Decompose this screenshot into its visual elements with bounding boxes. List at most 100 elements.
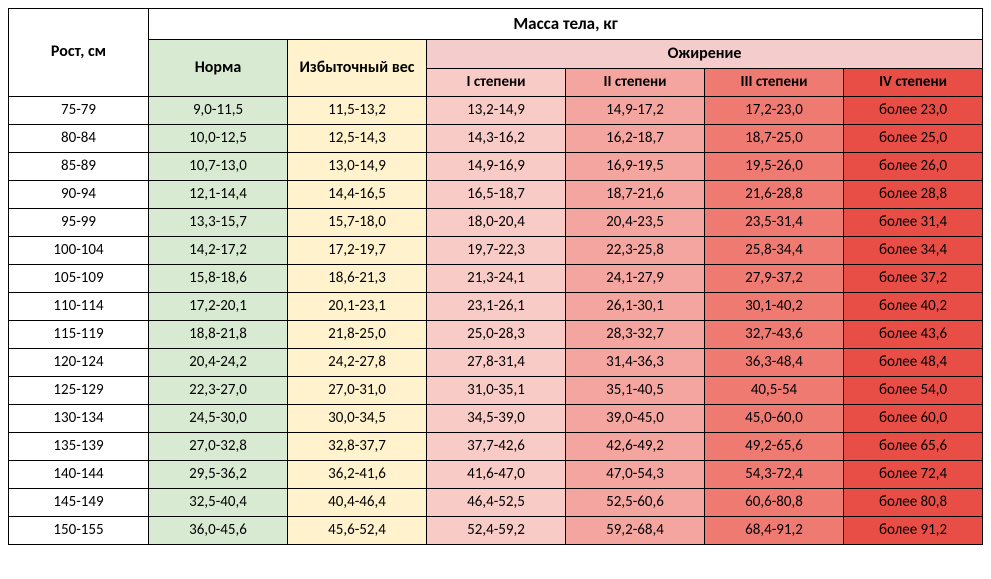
- cell-overweight-value: 11,5-13,2: [288, 97, 427, 125]
- cell-overweight-value: 36,2-41,6: [288, 461, 427, 489]
- cell-deg4-value: более 28,8: [844, 181, 983, 209]
- header-obesity: Ожирение: [427, 39, 983, 68]
- cell-height-value: 95-99: [9, 209, 149, 237]
- cell-norm-value: 29,5-36,2: [149, 461, 288, 489]
- cell-overweight-value: 30,0-34,5: [288, 405, 427, 433]
- cell-norm-value: 24,5-30,0: [149, 405, 288, 433]
- table-row: 75-799,0-11,511,5-13,213,2-14,914,9-17,2…: [9, 97, 983, 125]
- cell-overweight-value: 24,2-27,8: [288, 349, 427, 377]
- cell-norm-value: 18,8-21,8: [149, 321, 288, 349]
- cell-height-value: 110-114: [9, 293, 149, 321]
- cell-deg3-value: 54,3-72,4: [705, 461, 844, 489]
- cell-deg1-value: 25,0-28,3: [427, 321, 566, 349]
- bmi-table: Рост, см Масса тела, кг Норма Избыточный…: [8, 8, 983, 545]
- cell-norm-value: 27,0-32,8: [149, 433, 288, 461]
- cell-deg1-value: 16,5-18,7: [427, 181, 566, 209]
- table-row: 80-8410,0-12,512,5-14,314,3-16,216,2-18,…: [9, 125, 983, 153]
- cell-deg2-value: 28,3-32,7: [566, 321, 705, 349]
- cell-deg3-value: 45,0-60,0: [705, 405, 844, 433]
- cell-deg1-value: 23,1-26,1: [427, 293, 566, 321]
- cell-deg4-value: более 40,2: [844, 293, 983, 321]
- cell-overweight-value: 20,1-23,1: [288, 293, 427, 321]
- cell-deg4-value: более 34,4: [844, 237, 983, 265]
- cell-height-value: 140-144: [9, 461, 149, 489]
- table-header: Рост, см Масса тела, кг Норма Избыточный…: [9, 9, 983, 97]
- header-deg3: III степени: [705, 69, 844, 97]
- table-row: 125-12922,3-27,027,0-31,031,0-35,135,1-4…: [9, 377, 983, 405]
- cell-deg4-value: более 72,4: [844, 461, 983, 489]
- cell-deg4-value: более 60,0: [844, 405, 983, 433]
- cell-deg2-value: 16,2-18,7: [566, 125, 705, 153]
- cell-deg3-value: 49,2-65,6: [705, 433, 844, 461]
- cell-norm-value: 9,0-11,5: [149, 97, 288, 125]
- cell-deg3-value: 36,3-48,4: [705, 349, 844, 377]
- cell-deg2-value: 39,0-45,0: [566, 405, 705, 433]
- cell-norm-value: 14,2-17,2: [149, 237, 288, 265]
- cell-deg1-value: 19,7-22,3: [427, 237, 566, 265]
- cell-deg4-value: более 26,0: [844, 153, 983, 181]
- table-body: 75-799,0-11,511,5-13,213,2-14,914,9-17,2…: [9, 97, 983, 545]
- table-row: 95-9913,3-15,715,7-18,018,0-20,420,4-23,…: [9, 209, 983, 237]
- cell-deg4-value: более 25,0: [844, 125, 983, 153]
- table-row: 120-12420,4-24,224,2-27,827,8-31,431,4-3…: [9, 349, 983, 377]
- cell-norm-value: 13,3-15,7: [149, 209, 288, 237]
- table-row: 115-11918,8-21,821,8-25,025,0-28,328,3-3…: [9, 321, 983, 349]
- cell-deg1-value: 34,5-39,0: [427, 405, 566, 433]
- cell-norm-value: 36,0-45,6: [149, 517, 288, 545]
- cell-deg4-value: более 65,6: [844, 433, 983, 461]
- cell-deg3-value: 27,9-37,2: [705, 265, 844, 293]
- cell-deg2-value: 22,3-25,8: [566, 237, 705, 265]
- cell-deg3-value: 25,8-34,4: [705, 237, 844, 265]
- cell-overweight-value: 12,5-14,3: [288, 125, 427, 153]
- cell-deg1-value: 52,4-59,2: [427, 517, 566, 545]
- cell-deg4-value: более 31,4: [844, 209, 983, 237]
- cell-overweight-value: 15,7-18,0: [288, 209, 427, 237]
- cell-deg1-value: 14,3-16,2: [427, 125, 566, 153]
- cell-norm-value: 17,2-20,1: [149, 293, 288, 321]
- cell-deg4-value: более 37,2: [844, 265, 983, 293]
- cell-deg3-value: 68,4-91,2: [705, 517, 844, 545]
- cell-deg2-value: 18,7-21,6: [566, 181, 705, 209]
- cell-overweight-value: 21,8-25,0: [288, 321, 427, 349]
- header-mass: Масса тела, кг: [149, 9, 983, 40]
- cell-norm-value: 15,8-18,6: [149, 265, 288, 293]
- cell-norm-value: 20,4-24,2: [149, 349, 288, 377]
- table-row: 145-14932,5-40,440,4-46,446,4-52,552,5-6…: [9, 489, 983, 517]
- cell-deg3-value: 40,5-54: [705, 377, 844, 405]
- cell-height-value: 135-139: [9, 433, 149, 461]
- cell-overweight-value: 18,6-21,3: [288, 265, 427, 293]
- cell-height-value: 100-104: [9, 237, 149, 265]
- cell-deg3-value: 60,6-80,8: [705, 489, 844, 517]
- cell-deg2-value: 24,1-27,9: [566, 265, 705, 293]
- cell-deg3-value: 32,7-43,6: [705, 321, 844, 349]
- header-overweight: Избыточный вес: [288, 39, 427, 96]
- cell-norm-value: 12,1-14,4: [149, 181, 288, 209]
- cell-height-value: 115-119: [9, 321, 149, 349]
- cell-deg2-value: 16,9-19,5: [566, 153, 705, 181]
- cell-deg1-value: 37,7-42,6: [427, 433, 566, 461]
- cell-deg2-value: 31,4-36,3: [566, 349, 705, 377]
- cell-deg1-value: 31,0-35,1: [427, 377, 566, 405]
- cell-deg3-value: 23,5-31,4: [705, 209, 844, 237]
- cell-deg2-value: 26,1-30,1: [566, 293, 705, 321]
- table-row: 100-10414,2-17,217,2-19,719,7-22,322,3-2…: [9, 237, 983, 265]
- table-row: 135-13927,0-32,832,8-37,737,7-42,642,6-4…: [9, 433, 983, 461]
- cell-deg3-value: 21,6-28,8: [705, 181, 844, 209]
- cell-deg4-value: более 80,8: [844, 489, 983, 517]
- cell-norm-value: 32,5-40,4: [149, 489, 288, 517]
- cell-deg3-value: 18,7-25,0: [705, 125, 844, 153]
- cell-deg2-value: 20,4-23,5: [566, 209, 705, 237]
- cell-norm-value: 10,0-12,5: [149, 125, 288, 153]
- table-row: 90-9412,1-14,414,4-16,516,5-18,718,7-21,…: [9, 181, 983, 209]
- cell-height-value: 105-109: [9, 265, 149, 293]
- table-row: 105-10915,8-18,618,6-21,321,3-24,124,1-2…: [9, 265, 983, 293]
- cell-overweight-value: 14,4-16,5: [288, 181, 427, 209]
- cell-deg1-value: 21,3-24,1: [427, 265, 566, 293]
- header-norm: Норма: [149, 39, 288, 96]
- header-deg2: II степени: [566, 69, 705, 97]
- cell-deg2-value: 52,5-60,6: [566, 489, 705, 517]
- cell-deg1-value: 41,6-47,0: [427, 461, 566, 489]
- cell-deg2-value: 47,0-54,3: [566, 461, 705, 489]
- cell-deg3-value: 17,2-23,0: [705, 97, 844, 125]
- cell-height-value: 90-94: [9, 181, 149, 209]
